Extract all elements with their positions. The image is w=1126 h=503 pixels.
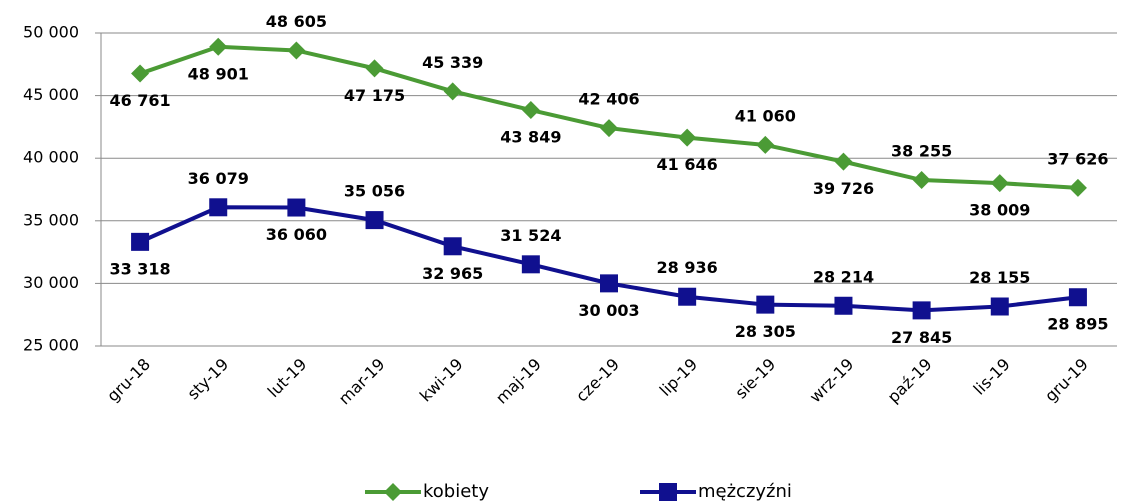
point (521, 101, 540, 120)
data-label: 41 060 (735, 106, 796, 125)
x-tick-label: lut-19 (264, 355, 311, 402)
data-label: 28 155 (969, 268, 1030, 287)
x-tick-label: sie-19 (731, 355, 779, 403)
x-tick-label: sty-19 (183, 355, 232, 404)
x-tick-label: gru-18 (103, 355, 154, 406)
series-line (139, 205, 1079, 313)
data-label: 35 056 (344, 182, 405, 201)
data-label: 43 849 (500, 128, 561, 147)
y-tick-label: 25 000 (23, 336, 79, 355)
y-tick-label: 45 000 (23, 85, 79, 104)
data-label: 28 895 (1047, 315, 1108, 334)
point (443, 237, 462, 256)
data-label: 31 524 (500, 226, 561, 245)
y-tick-label: 50 000 (23, 23, 79, 42)
point (600, 274, 618, 293)
legend-label: kobiety (423, 481, 489, 502)
point (600, 119, 618, 138)
point (287, 41, 306, 60)
data-label: 32 965 (422, 264, 483, 283)
x-tick-label: cze-19 (572, 355, 623, 406)
point (443, 82, 462, 101)
point (521, 255, 540, 274)
data-label: 37 626 (1047, 149, 1108, 168)
data-label: 42 406 (578, 90, 639, 109)
data-label: 36 079 (188, 169, 249, 188)
data-label: 33 318 (109, 259, 170, 278)
legend-marker (659, 483, 677, 501)
x-tick-label: gru-19 (1041, 355, 1092, 406)
legend-marker (384, 483, 402, 501)
data-label: 47 175 (344, 86, 405, 105)
point (131, 232, 150, 251)
point (912, 301, 931, 320)
point (756, 295, 775, 314)
data-label: 38 255 (891, 142, 952, 161)
x-tick-label: lip-19 (656, 355, 701, 400)
point (287, 198, 306, 217)
point (990, 174, 1009, 193)
data-label: 41 646 (657, 155, 718, 174)
data-label: 36 060 (266, 225, 327, 244)
point (834, 296, 853, 315)
x-tick-label: kwi-19 (416, 355, 467, 406)
point (209, 37, 228, 56)
point (990, 297, 1009, 316)
data-label: 39 726 (813, 179, 874, 198)
point (131, 64, 150, 83)
point (912, 171, 931, 190)
point (1068, 178, 1087, 197)
data-label: 46 761 (109, 91, 170, 110)
point (365, 59, 384, 78)
point (756, 135, 775, 154)
point (1068, 288, 1087, 307)
x-tick-label: maj-19 (492, 355, 545, 408)
x-tick-label: mar-19 (335, 355, 389, 409)
y-tick-label: 35 000 (23, 210, 79, 229)
data-label: 45 339 (422, 53, 483, 72)
data-label: 28 936 (657, 258, 718, 277)
point (209, 198, 228, 217)
point (678, 287, 697, 306)
data-label: 38 009 (969, 201, 1030, 220)
data-label: 28 214 (813, 267, 874, 286)
x-tick-label: paź-19 (884, 355, 936, 407)
y-tick-label: 40 000 (23, 148, 79, 167)
legend-label: mężczyźni (698, 481, 792, 502)
point (678, 128, 697, 147)
series-line (139, 44, 1079, 190)
x-tick-label: wrz-19 (806, 355, 858, 407)
data-label: 48 605 (266, 12, 327, 31)
data-label: 30 003 (578, 301, 639, 320)
point (365, 211, 384, 230)
data-label: 28 305 (735, 322, 796, 341)
data-label: 48 901 (188, 64, 249, 83)
x-tick-label: lis-19 (970, 355, 1014, 399)
y-tick-label: 30 000 (23, 273, 79, 292)
data-label: 27 845 (891, 328, 952, 347)
point (834, 152, 853, 171)
